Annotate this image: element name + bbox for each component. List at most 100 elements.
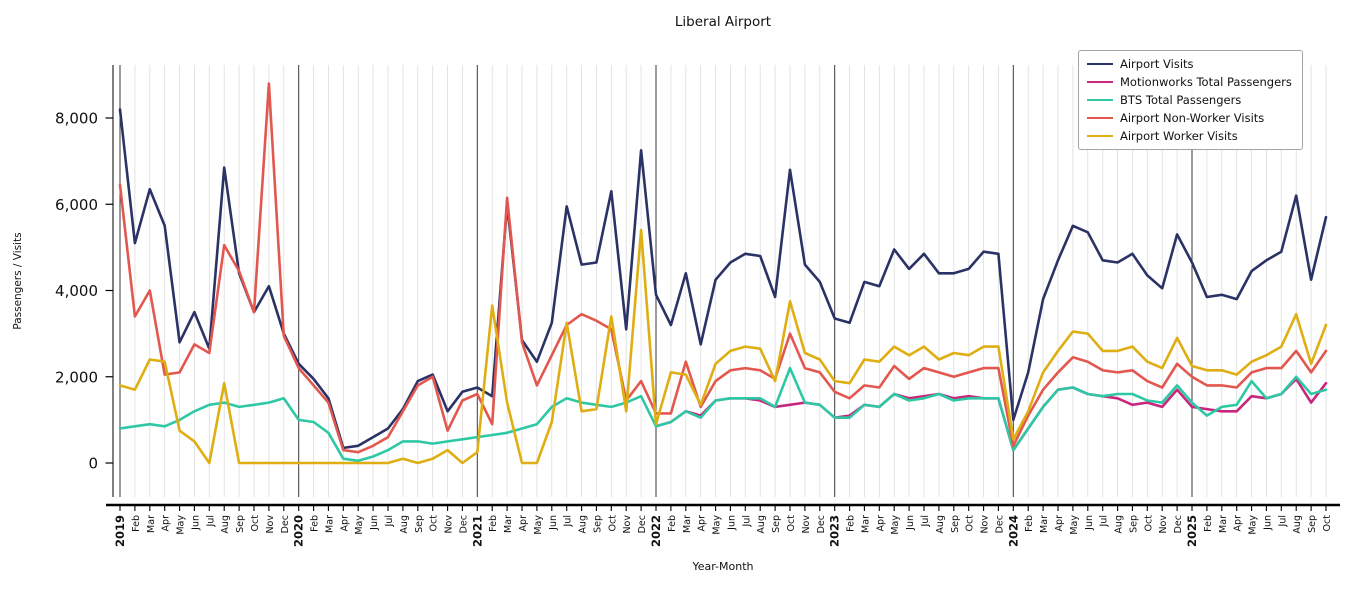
x-tick-label-month: Mar xyxy=(860,515,871,533)
x-tick-label-year: 2019 xyxy=(113,515,127,547)
legend-line-swatch xyxy=(1087,117,1113,119)
x-tick-label-month: Nov xyxy=(444,515,455,534)
x-tick-label-year: 2022 xyxy=(649,515,663,547)
x-tick-label-month: Jul xyxy=(563,515,574,527)
x-tick-label-year: 2020 xyxy=(292,515,306,547)
x-tick-label-month: Oct xyxy=(607,515,618,532)
x-tick-label-month: Nov xyxy=(1158,515,1169,534)
x-tick-label-month: Mar xyxy=(146,515,157,533)
x-tick-label-month: Jul xyxy=(205,515,216,527)
x-tick-label-month: Oct xyxy=(786,515,797,532)
x-tick-label-month: Feb xyxy=(1024,515,1035,532)
series-line-motionworks-total-passengers xyxy=(654,377,1328,452)
series-line-bts-total-passengers xyxy=(118,366,1328,463)
y-tick-label: 6,000 xyxy=(55,196,98,214)
x-tick-label-year: 2024 xyxy=(1006,515,1020,547)
x-tick-label-month: Aug xyxy=(935,515,946,534)
x-tick-label-month: Jun xyxy=(548,515,559,531)
x-tick-label-month: Aug xyxy=(399,515,410,534)
legend-entry: Airport Worker Visits xyxy=(1087,129,1292,143)
x-tick-label-month: Aug xyxy=(578,515,589,534)
x-tick-label-month: Jul xyxy=(1277,515,1288,527)
x-tick-label-month: Nov xyxy=(980,515,991,534)
legend-line-swatch xyxy=(1087,135,1113,137)
x-tick-label-month: May xyxy=(1248,515,1259,535)
legend-line-swatch xyxy=(1087,63,1113,65)
series-line-airport-worker-visits xyxy=(118,228,1328,465)
legend-line-swatch xyxy=(1087,99,1113,101)
x-tick-label-month: Sep xyxy=(1307,515,1318,533)
x-tick-label-month: Aug xyxy=(220,515,231,534)
legend-entry: BTS Total Passengers xyxy=(1087,93,1292,107)
legend: Airport Visits Motionworks Total Passenge… xyxy=(1078,50,1303,150)
x-tick-label-month: Nov xyxy=(622,515,633,534)
y-tick-label: 8,000 xyxy=(55,110,98,128)
legend-entry: Airport Non-Worker Visits xyxy=(1087,111,1292,125)
x-tick-label-month: Feb xyxy=(131,515,142,532)
legend-line-swatch xyxy=(1087,81,1113,83)
x-tick-label-month: Mar xyxy=(503,515,514,533)
x-tick-label-month: Jun xyxy=(369,515,380,531)
x-tick-label-month: Aug xyxy=(756,515,767,534)
x-tick-label-month: Feb xyxy=(1203,515,1214,532)
x-tick-label-month: Sep xyxy=(592,515,603,533)
x-tick-label-month: Apr xyxy=(518,515,529,532)
x-tick-label-month: Feb xyxy=(846,515,857,532)
x-tick-label-month: Sep xyxy=(414,515,425,533)
x-tick-label-month: May xyxy=(1069,515,1080,535)
x-tick-label-month: Jul xyxy=(741,515,752,527)
x-tick-label-month: Jul xyxy=(384,515,395,527)
x-tick-label-month: Aug xyxy=(1114,515,1125,534)
x-tick-label-month: Dec xyxy=(280,515,291,533)
x-tick-label-month: Jun xyxy=(1262,515,1273,531)
x-tick-label-month: May xyxy=(890,515,901,535)
x-tick-label-month: Apr xyxy=(1054,515,1065,532)
series-line-airport-visits xyxy=(118,108,1328,450)
x-tick-label-month: Oct xyxy=(250,515,261,532)
x-tick-label-month: Dec xyxy=(1173,515,1184,533)
legend-label: Airport Non-Worker Visits xyxy=(1120,111,1265,125)
x-tick-label-month: Dec xyxy=(637,515,648,533)
x-tick-label-month: Feb xyxy=(310,515,321,532)
x-tick-label-month: Mar xyxy=(324,515,335,533)
x-tick-label-month: Nov xyxy=(265,515,276,534)
x-tick-label-month: Mar xyxy=(1218,515,1229,533)
x-tick-label-month: Jun xyxy=(1084,515,1095,531)
x-tick-label-month: Apr xyxy=(1233,515,1244,532)
x-tick-label-month: May xyxy=(533,515,544,535)
x-tick-label-month: Oct xyxy=(1143,515,1154,532)
x-tick-label-month: May xyxy=(354,515,365,535)
series-line-airport-non-worker-visits xyxy=(118,82,1328,454)
y-tick-label: 4,000 xyxy=(55,282,98,300)
legend-label: BTS Total Passengers xyxy=(1120,93,1242,107)
x-tick-label-month: Jul xyxy=(1099,515,1110,527)
x-tick-label-month: Dec xyxy=(816,515,827,533)
legend-entry: Airport Visits xyxy=(1087,57,1292,71)
x-axis-label: Year-Month xyxy=(692,560,754,573)
chart-title: Liberal Airport xyxy=(674,14,772,30)
x-tick-label-month: Jun xyxy=(190,515,201,531)
y-tick-label: 2,000 xyxy=(55,368,98,386)
x-tick-label-month: Sep xyxy=(950,515,961,533)
legend-label: Motionworks Total Passengers xyxy=(1120,75,1292,89)
x-tick-label-month: Oct xyxy=(965,515,976,532)
x-tick-label-month: Jun xyxy=(726,515,737,531)
x-tick-label-month: Jul xyxy=(920,515,931,527)
x-tick-label-month: Oct xyxy=(429,515,440,532)
x-tick-label-month: Mar xyxy=(682,515,693,533)
x-tick-label-month: Mar xyxy=(1039,515,1050,533)
legend-label: Airport Worker Visits xyxy=(1120,129,1238,143)
x-tick-label-month: Apr xyxy=(339,515,350,532)
y-axis-label: Passengers / Visits xyxy=(12,232,24,330)
y-tick-label: 0 xyxy=(88,455,98,473)
legend-entry: Motionworks Total Passengers xyxy=(1087,75,1292,89)
x-tick-label-month: Nov xyxy=(801,515,812,534)
x-tick-label-year: 2021 xyxy=(470,515,484,547)
x-tick-label-month: Jun xyxy=(905,515,916,531)
legend-label: Airport Visits xyxy=(1120,57,1194,71)
x-tick-label-month: Feb xyxy=(667,515,678,532)
x-tick-label-month: Dec xyxy=(458,515,469,533)
x-tick-label-month: Dec xyxy=(994,515,1005,533)
x-tick-label-month: May xyxy=(712,515,723,535)
